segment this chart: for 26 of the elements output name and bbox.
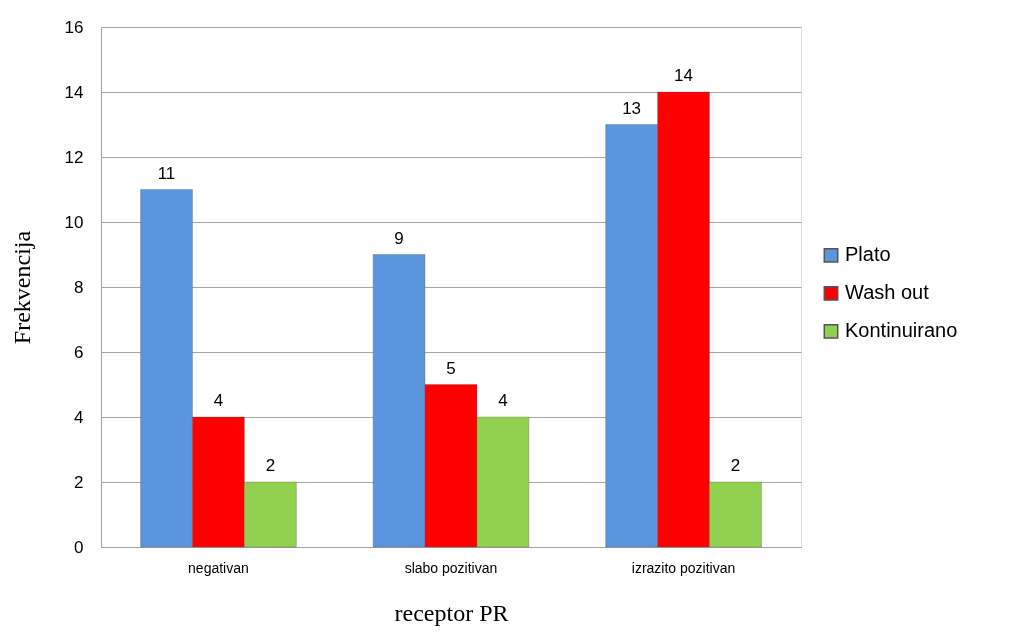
- legend-label: Wash out: [845, 281, 930, 304]
- y-tick-label: 14: [64, 82, 84, 102]
- y-tick-label: 2: [74, 472, 84, 492]
- y-tick-label: 12: [64, 147, 84, 167]
- data-label: 14: [674, 66, 694, 85]
- data-label: 4: [213, 391, 224, 410]
- x-tick-label: izrazito pozitivan: [631, 559, 736, 576]
- x-axis-title: receptor PR: [394, 599, 509, 626]
- y-tick-label: 6: [74, 342, 84, 362]
- legend-label: Kontinuirano: [845, 319, 958, 342]
- legend-label: Plato: [845, 243, 891, 266]
- data-label: 9: [394, 228, 404, 248]
- x-tick-label: negativan: [188, 559, 249, 576]
- data-label: 2: [265, 456, 276, 475]
- y-tick-label: 8: [74, 277, 84, 297]
- data-label: 4: [498, 391, 508, 410]
- y-tick-label: 16: [64, 17, 84, 37]
- data-label: 2: [730, 456, 741, 475]
- data-label: 11: [157, 163, 176, 183]
- y-tick-label: 10: [64, 212, 84, 232]
- y-tick-label: 0: [74, 537, 84, 557]
- x-tick-label: slabo pozitivan: [404, 559, 498, 576]
- data-label: 13: [622, 98, 642, 118]
- y-tick-label: 4: [74, 407, 84, 427]
- data-label: 5: [446, 358, 456, 378]
- y-axis-title: Frekvencija: [8, 230, 35, 345]
